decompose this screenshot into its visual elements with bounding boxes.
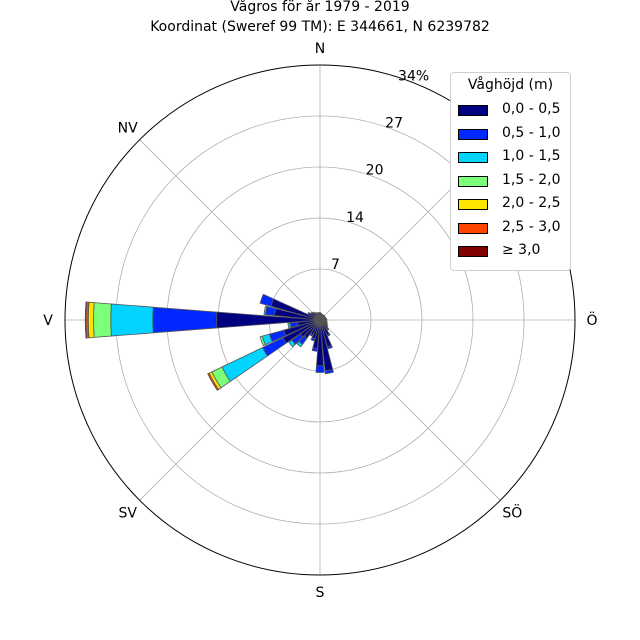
- radial-tick-label: 27: [385, 116, 403, 132]
- rose-bar-segment: [288, 323, 291, 328]
- legend: Våghöjd (m) 0,0 - 0,5 0,5 - 1,0 1,0 - 1,5 1…: [450, 72, 571, 271]
- rose-bar-segment: [94, 303, 112, 338]
- radial-tick-label: 7: [331, 257, 340, 273]
- legend-label: 1,5 - 2,0: [502, 172, 560, 188]
- radial-tick-label: 34%: [398, 68, 429, 84]
- rose-bar-segment: [311, 338, 315, 341]
- rose-bar-segment: [308, 312, 310, 314]
- rose-bar-segment: [88, 302, 94, 338]
- rose-bar-segment: [316, 366, 324, 373]
- grid-spoke: [140, 320, 320, 500]
- direction-label: Ö: [586, 311, 597, 329]
- direction-label: SV: [118, 505, 137, 521]
- rose-bar-segment: [153, 307, 217, 333]
- legend-swatch: [458, 152, 488, 163]
- direction-label: NV: [118, 121, 138, 137]
- legend-label: 0,5 - 1,0: [502, 125, 560, 141]
- direction-label: V: [43, 313, 53, 329]
- rose-bar-segment: [313, 312, 315, 314]
- radial-tick-label: 20: [366, 163, 384, 179]
- direction-label: SÖ: [502, 503, 522, 521]
- legend-swatch: [458, 246, 488, 257]
- legend-label: 2,0 - 2,5: [502, 195, 560, 211]
- grid-spoke: [140, 140, 320, 320]
- legend-swatch: [458, 223, 488, 234]
- legend-title: Våghöjd (m): [451, 77, 570, 93]
- rose-bar-segment: [260, 294, 274, 306]
- rose-bar-segment: [312, 348, 317, 352]
- legend-swatch: [458, 199, 488, 210]
- legend-label: 1,0 - 1,5: [502, 148, 560, 164]
- direction-label: N: [315, 41, 325, 57]
- legend-swatch: [458, 129, 488, 140]
- legend-swatch: [458, 105, 488, 116]
- legend-label: 2,5 - 3,0: [502, 219, 560, 235]
- direction-label: S: [316, 585, 325, 601]
- legend-swatch: [458, 176, 488, 187]
- radial-tick-label: 14: [346, 210, 364, 226]
- legend-label: 0,0 - 0,5: [502, 101, 560, 117]
- wave-bars: [85, 294, 333, 390]
- grid-spoke: [320, 320, 500, 500]
- rose-bar-segment: [111, 304, 153, 336]
- legend-label: ≥ 3,0: [502, 242, 540, 258]
- rose-bar-segment: [222, 348, 267, 382]
- rose-bar-segment: [318, 313, 319, 314]
